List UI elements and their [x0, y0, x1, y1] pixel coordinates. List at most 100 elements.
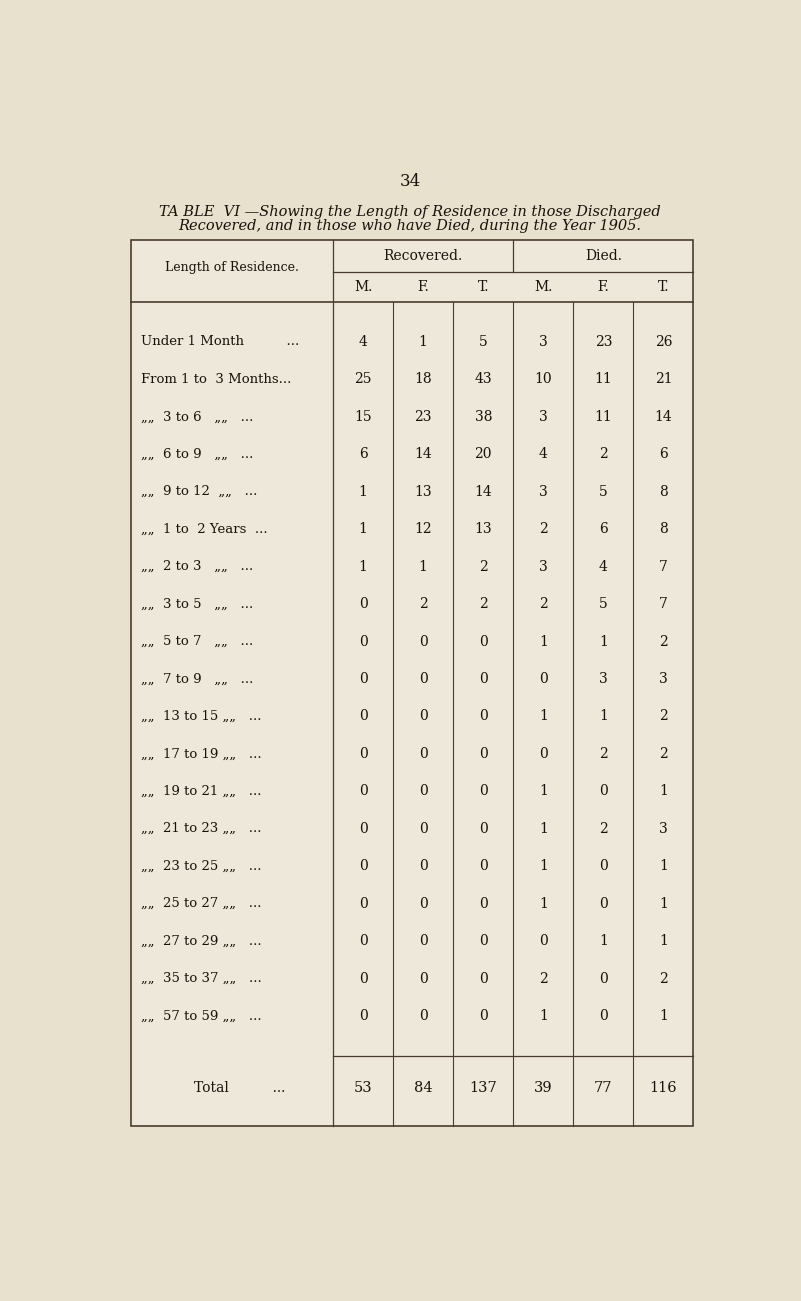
Text: 5: 5 — [599, 485, 608, 498]
Text: 3: 3 — [539, 410, 548, 424]
Text: 0: 0 — [419, 972, 428, 986]
Text: 20: 20 — [474, 448, 492, 462]
Text: 0: 0 — [479, 822, 488, 835]
Text: „„  7 to 9   „„   ...: „„ 7 to 9 „„ ... — [141, 673, 253, 686]
Text: 6: 6 — [659, 448, 668, 462]
Text: 0: 0 — [419, 1010, 428, 1023]
Text: 0: 0 — [419, 709, 428, 723]
Text: 34: 34 — [400, 173, 421, 190]
Text: 0: 0 — [539, 934, 548, 948]
Text: „„  57 to 59 „„   ...: „„ 57 to 59 „„ ... — [141, 1010, 261, 1023]
Text: 3: 3 — [539, 485, 548, 498]
Text: 0: 0 — [359, 785, 368, 799]
Text: 1: 1 — [359, 559, 368, 574]
Text: „„  25 to 27 „„   ...: „„ 25 to 27 „„ ... — [141, 898, 261, 911]
Text: 1: 1 — [419, 334, 428, 349]
Text: 0: 0 — [419, 747, 428, 761]
Text: 1: 1 — [599, 709, 608, 723]
Text: 1: 1 — [659, 785, 668, 799]
Text: 2: 2 — [599, 747, 608, 761]
Text: 0: 0 — [479, 934, 488, 948]
Text: From 1 to  3 Months...: From 1 to 3 Months... — [141, 373, 291, 386]
Text: 2: 2 — [539, 972, 548, 986]
Text: 0: 0 — [359, 671, 368, 686]
Text: „„  35 to 37 „„   ...: „„ 35 to 37 „„ ... — [141, 972, 261, 985]
Text: 14: 14 — [414, 448, 432, 462]
Text: 14: 14 — [474, 485, 492, 498]
Text: 3: 3 — [599, 671, 608, 686]
Text: „„  13 to 15 „„   ...: „„ 13 to 15 „„ ... — [141, 710, 261, 723]
Text: 13: 13 — [414, 485, 432, 498]
Text: 1: 1 — [539, 635, 548, 648]
Text: 0: 0 — [479, 896, 488, 911]
Text: 3: 3 — [539, 334, 548, 349]
Text: „„  6 to 9   „„   ...: „„ 6 to 9 „„ ... — [141, 448, 253, 461]
Text: 3: 3 — [659, 671, 668, 686]
Text: 0: 0 — [419, 671, 428, 686]
Text: 53: 53 — [354, 1081, 372, 1095]
Text: 3: 3 — [539, 559, 548, 574]
Text: 0: 0 — [359, 822, 368, 835]
Text: 2: 2 — [419, 597, 428, 611]
Text: 1: 1 — [539, 822, 548, 835]
Text: 0: 0 — [479, 785, 488, 799]
Text: 0: 0 — [359, 934, 368, 948]
Text: 11: 11 — [594, 372, 612, 386]
Text: „„  1 to  2 Years  ...: „„ 1 to 2 Years ... — [141, 523, 268, 536]
Text: 0: 0 — [599, 896, 608, 911]
Text: 1: 1 — [539, 1010, 548, 1023]
Text: 1: 1 — [539, 709, 548, 723]
Text: 1: 1 — [659, 896, 668, 911]
Text: 10: 10 — [534, 372, 552, 386]
Text: 1: 1 — [539, 859, 548, 873]
Text: 0: 0 — [419, 635, 428, 648]
Text: 0: 0 — [479, 709, 488, 723]
Text: 2: 2 — [659, 709, 668, 723]
Text: 0: 0 — [479, 671, 488, 686]
Text: 7: 7 — [659, 559, 668, 574]
Text: 2: 2 — [659, 747, 668, 761]
Text: Died.: Died. — [585, 250, 622, 263]
Text: 1: 1 — [659, 934, 668, 948]
Text: „„  21 to 23 „„   ...: „„ 21 to 23 „„ ... — [141, 822, 261, 835]
Text: „„  9 to 12  „„   ...: „„ 9 to 12 „„ ... — [141, 485, 257, 498]
Text: 77: 77 — [594, 1081, 613, 1095]
Text: 26: 26 — [654, 334, 672, 349]
Text: „„  5 to 7   „„   ...: „„ 5 to 7 „„ ... — [141, 635, 253, 648]
Text: 11: 11 — [594, 410, 612, 424]
Text: 7: 7 — [659, 597, 668, 611]
Text: 0: 0 — [359, 859, 368, 873]
Text: 0: 0 — [359, 635, 368, 648]
Text: 0: 0 — [419, 785, 428, 799]
Text: 2: 2 — [659, 635, 668, 648]
Text: 1: 1 — [599, 635, 608, 648]
Text: Length of Residence.: Length of Residence. — [165, 262, 300, 275]
Text: „„  3 to 6   „„   ...: „„ 3 to 6 „„ ... — [141, 410, 253, 423]
Text: „„  27 to 29 „„   ...: „„ 27 to 29 „„ ... — [141, 934, 261, 947]
Text: 38: 38 — [474, 410, 492, 424]
Text: 13: 13 — [474, 522, 492, 536]
Text: 14: 14 — [654, 410, 672, 424]
Text: 0: 0 — [479, 972, 488, 986]
Text: Total          ...: Total ... — [195, 1081, 286, 1095]
Text: 21: 21 — [654, 372, 672, 386]
Text: 5: 5 — [479, 334, 488, 349]
Text: „„  19 to 21 „„   ...: „„ 19 to 21 „„ ... — [141, 785, 261, 798]
Text: 0: 0 — [419, 896, 428, 911]
Text: 0: 0 — [479, 859, 488, 873]
Text: 1: 1 — [539, 785, 548, 799]
Text: 0: 0 — [539, 671, 548, 686]
Text: 6: 6 — [599, 522, 608, 536]
Text: 15: 15 — [354, 410, 372, 424]
Text: Recovered, and in those who have Died, during the Year 1905.: Recovered, and in those who have Died, d… — [179, 219, 642, 233]
Text: 2: 2 — [539, 522, 548, 536]
Text: 1: 1 — [599, 934, 608, 948]
Text: 39: 39 — [534, 1081, 553, 1095]
Text: Under 1 Month          ...: Under 1 Month ... — [141, 336, 299, 349]
Text: „„  3 to 5   „„   ...: „„ 3 to 5 „„ ... — [141, 597, 253, 610]
Text: 5: 5 — [599, 597, 608, 611]
Text: 0: 0 — [599, 1010, 608, 1023]
Text: M.: M. — [534, 280, 553, 294]
Text: 1: 1 — [659, 1010, 668, 1023]
Text: 12: 12 — [414, 522, 432, 536]
